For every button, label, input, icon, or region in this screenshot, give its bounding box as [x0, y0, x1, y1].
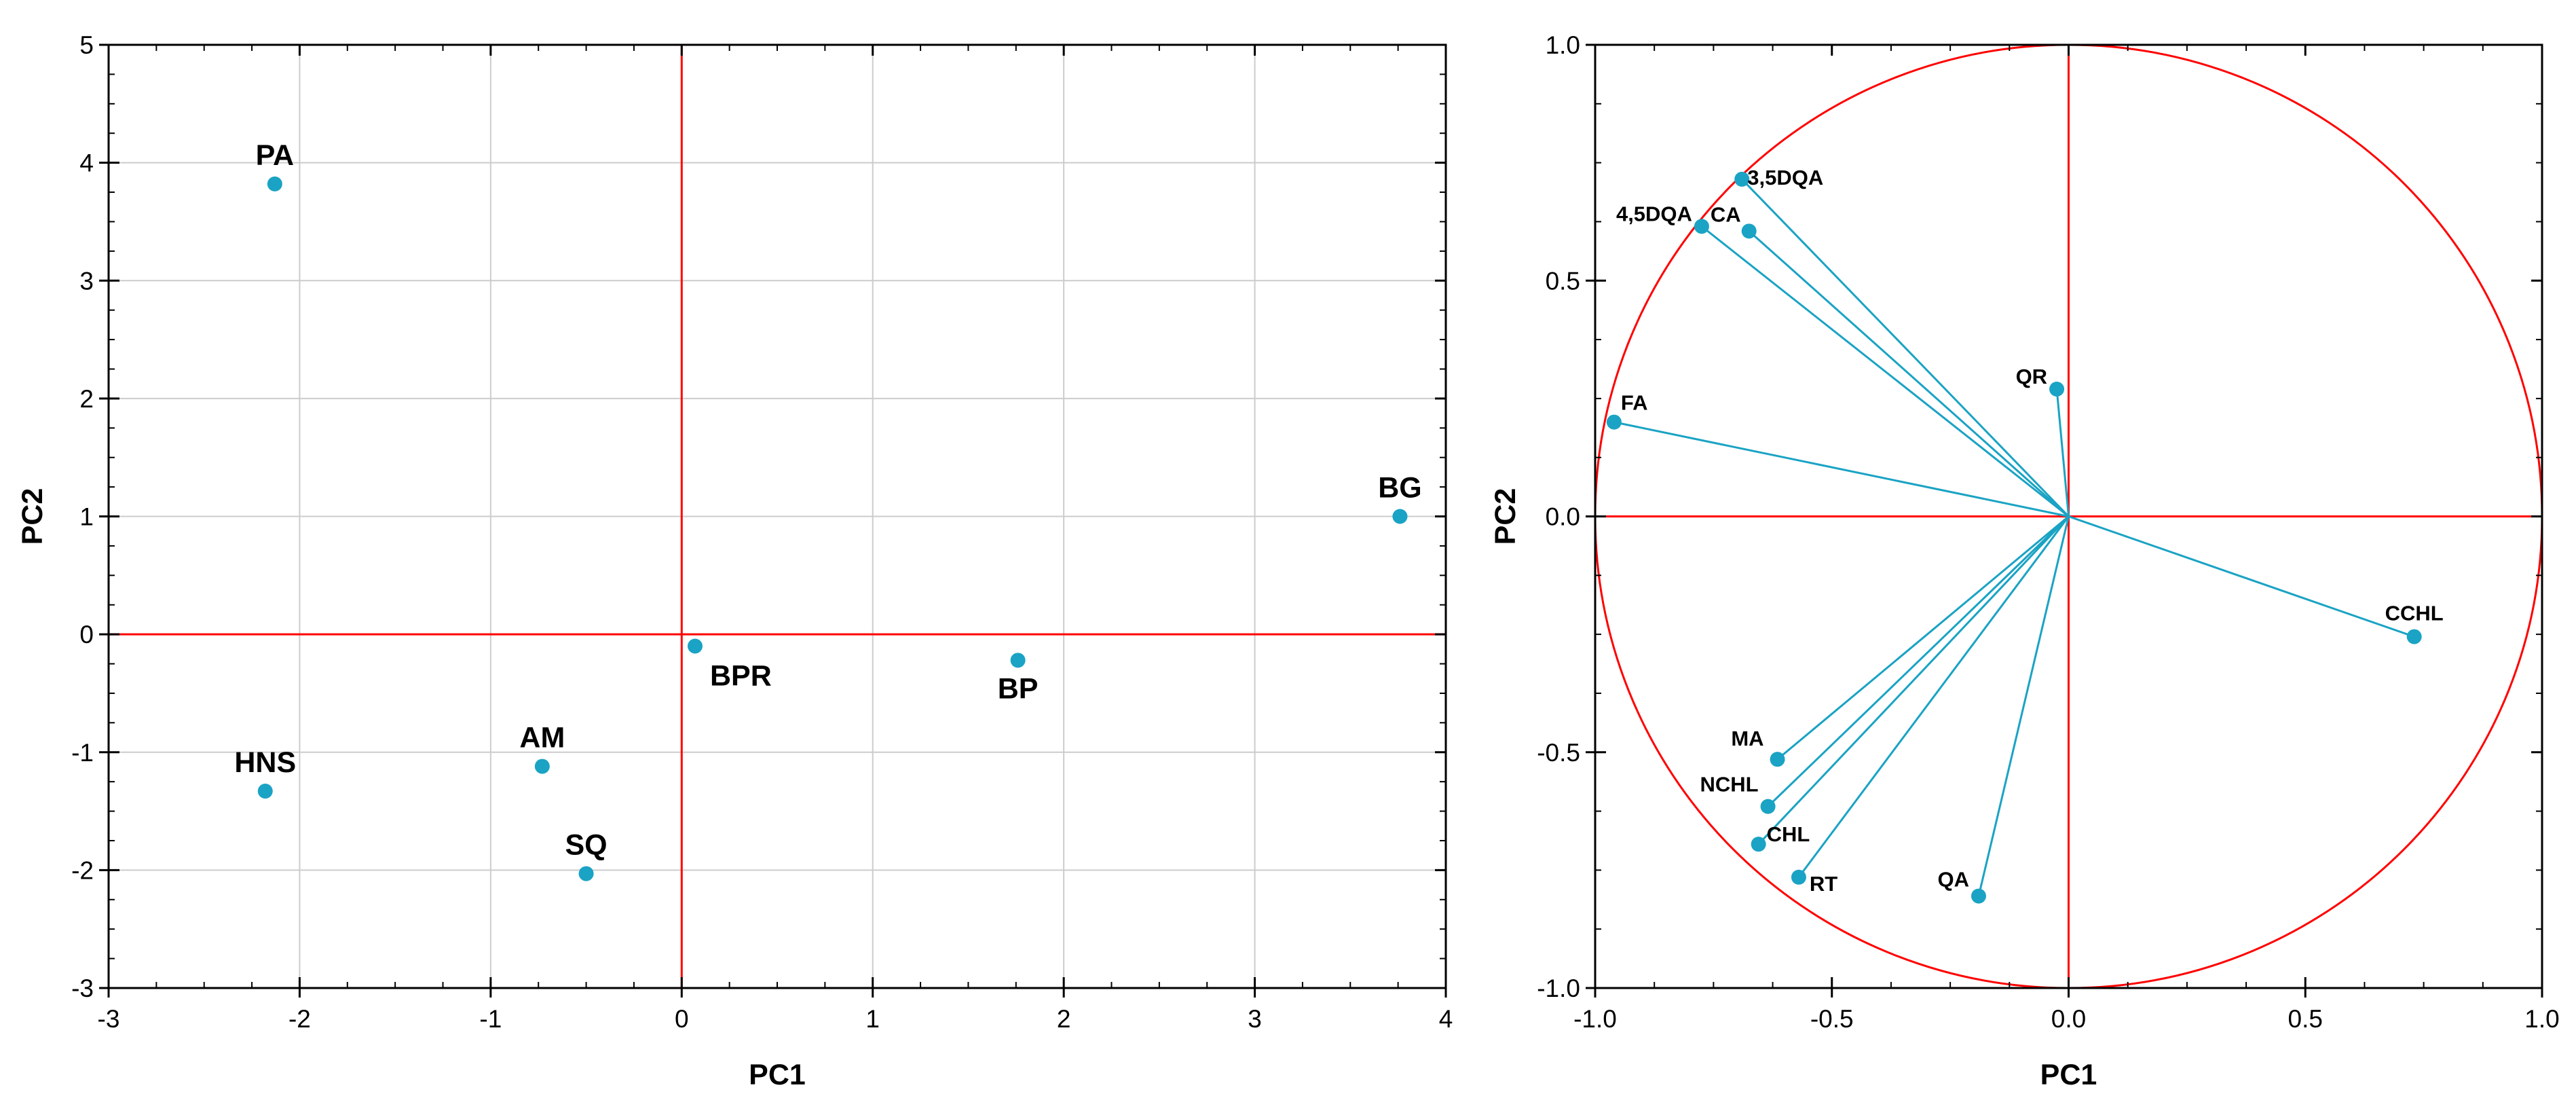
data-point: [1770, 752, 1785, 767]
point-label: QR: [2016, 365, 2048, 388]
y-tick-label: 0.0: [1546, 503, 1580, 531]
loading-vector: [1741, 178, 2070, 517]
y-tick-label: 2: [79, 385, 94, 413]
data-point: [2049, 381, 2065, 397]
plot-frame: [107, 43, 1447, 989]
point-label: PA: [256, 139, 295, 172]
data-point: [1010, 653, 1026, 668]
data-point: [1971, 888, 1986, 904]
data-point: [1694, 219, 1709, 234]
loading-vector: [1776, 515, 2070, 761]
y-tick-label: 1.0: [1546, 31, 1580, 59]
x-tick-label: 0.5: [2288, 1005, 2323, 1033]
x-tick-label: 0.0: [2051, 1005, 2086, 1033]
loading-vector: [1748, 230, 2070, 517]
loading-vector: [1757, 515, 2070, 845]
point-label: CA: [1711, 202, 1741, 226]
data-point: [578, 866, 594, 881]
x-tick-label: -0.5: [1810, 1005, 1854, 1033]
point-label: 3,5DQA: [1747, 166, 1823, 189]
data-point: [534, 758, 550, 774]
point-label: QA: [1937, 868, 1969, 892]
y-tick-label: -1.0: [1537, 974, 1580, 1002]
y-tick-label: 4: [79, 149, 94, 177]
y-tick-label: 1: [79, 503, 94, 531]
x-axis-title: PC1: [749, 1059, 806, 1091]
point-label: NCHL: [1700, 773, 1758, 797]
point-label: CCHL: [2385, 602, 2444, 625]
point-label: BP: [998, 672, 1039, 705]
point-label: RT: [1810, 872, 1837, 896]
point-label: HNS: [234, 746, 296, 779]
point-label: FA: [1621, 391, 1648, 415]
data-point: [257, 784, 273, 799]
loading-vector: [1797, 515, 2070, 878]
data-point: [267, 176, 282, 191]
loading-vector: [1613, 421, 2069, 517]
x-tick-label: 1: [865, 1005, 880, 1033]
point-label: AM: [519, 722, 565, 754]
x-tick-label: 2: [1057, 1005, 1071, 1033]
x-tick-label: 0: [675, 1005, 689, 1033]
point-label: BPR: [710, 659, 772, 692]
y-tick-label: -3: [71, 974, 94, 1002]
loading-vector: [2055, 388, 2070, 517]
y-tick-label: 0: [79, 621, 94, 648]
plot-frame: [1594, 43, 2543, 989]
data-point: [1606, 414, 1622, 430]
x-tick-label: -1.0: [1573, 1005, 1617, 1033]
y-tick-label: -1: [71, 739, 94, 767]
x-tick-label: -3: [98, 1005, 120, 1033]
data-point: [1760, 799, 1776, 814]
data-point: [1392, 509, 1408, 524]
y-axis-title: PC2: [16, 488, 49, 545]
data-point: [1751, 837, 1766, 852]
loadings-plot: -1.0 -0.5 0.0 0.5 1.0 -1.0 -0.5 0.0 0.5 1.0 PC1 PC2…: [1489, 31, 2560, 1091]
loading-vector: [2068, 515, 2415, 638]
data-point: [1741, 223, 1757, 239]
point-label: BG: [1378, 472, 1422, 505]
point-label: 4,5DQA: [1616, 202, 1692, 225]
data-point: [2406, 629, 2422, 644]
point-label: SQ: [565, 829, 608, 862]
x-tick-label: 3: [1248, 1005, 1262, 1033]
loading-vector: [1767, 515, 2070, 807]
loading-vector: [1977, 516, 2070, 896]
y-axis-title: PC2: [1489, 488, 1522, 545]
data-point: [1734, 171, 1750, 187]
y-tick-label: 3: [79, 267, 94, 295]
x-axis-title: PC1: [2040, 1059, 2097, 1091]
x-tick-label: -1: [479, 1005, 502, 1033]
x-tick-label: 1.0: [2524, 1005, 2559, 1033]
point-label: CHL: [1767, 822, 1810, 846]
scores-plot: -3 -2 -1 0 1 2 3 4 -3 -2 -1 0 1 2 3 4 5 PC1 PC2 PA BG BPR BP AM…: [16, 31, 1453, 1091]
y-tick-label: 5: [79, 31, 94, 59]
data-point: [687, 638, 703, 654]
y-tick-label: -0.5: [1537, 739, 1580, 767]
y-tick-label: -2: [71, 856, 94, 884]
loading-vector: [1701, 225, 2070, 517]
x-tick-label: -2: [288, 1005, 311, 1033]
x-tick-label: 4: [1439, 1005, 1453, 1033]
data-point: [1791, 869, 1806, 885]
y-tick-label: 0.5: [1546, 267, 1580, 295]
point-label: MA: [1731, 727, 1763, 750]
